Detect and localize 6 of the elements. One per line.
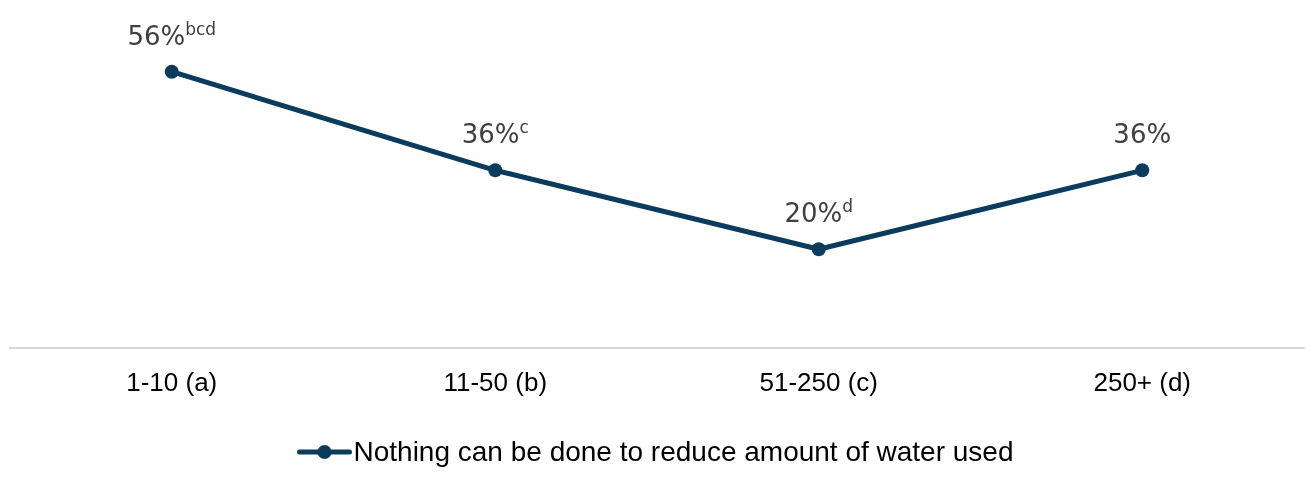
x-tick-label: 51-250 (c) <box>759 366 878 397</box>
data-label: 36% <box>1113 119 1172 150</box>
x-tick-label: 11-50 (b) <box>443 366 548 397</box>
x-tick-label: 250+ (d) <box>1093 366 1192 397</box>
legend-label: Nothing can be done to reduce amount of water used <box>353 435 1014 467</box>
x-tick-label: 1-10 (a) <box>126 366 218 397</box>
